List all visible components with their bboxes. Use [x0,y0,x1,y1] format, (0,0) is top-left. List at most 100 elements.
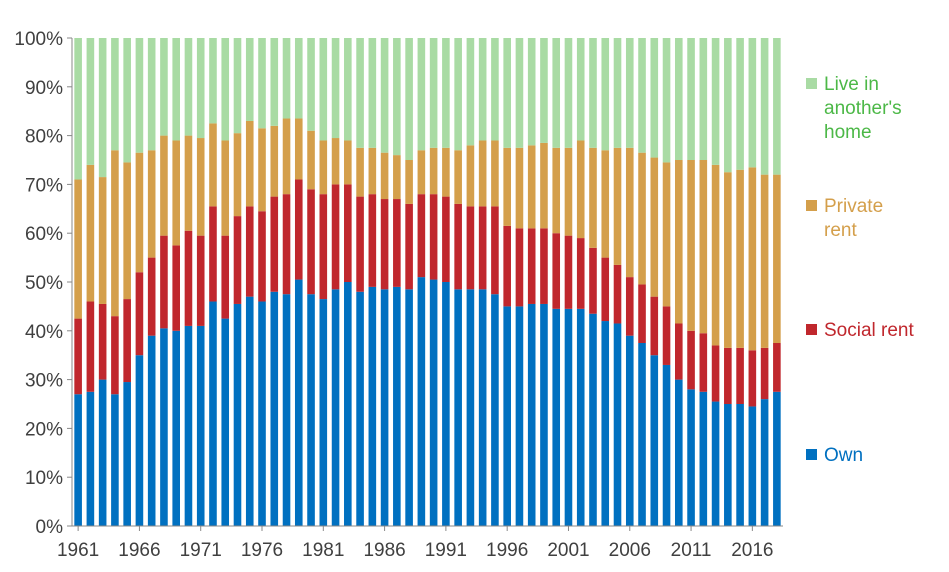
bar-segment-private-rent-2000 [552,147,561,234]
bar-segment-own-1999 [540,303,548,526]
bar-segment-live-in-another-s-home-1974 [233,38,242,134]
x-tick-label: 2011 [671,540,712,561]
y-tick-label: 30% [25,371,63,392]
bar-segment-own-1980 [307,294,315,526]
x-axis: 1961 1966 1971 1976 1981 1986 1991 1996 2001 2006… [57,525,783,561]
bar-segment-private-rent-1963 [98,177,107,304]
bar-segment-live-in-another-s-home-1970 [184,38,193,136]
bar-segment-live-in-another-s-home-2010 [675,38,683,160]
bar-segment-social-rent-1969 [172,245,180,331]
bar-segment-social-rent-2010 [675,323,683,380]
bar-segment-own-1995 [491,294,499,526]
bar-segment-live-in-another-s-home-1978 [282,38,291,119]
bar-segment-own-1992 [454,289,462,526]
bar-segment-own-1968 [160,328,168,526]
bar-segment-live-in-another-s-home-1992 [454,38,462,151]
bar-segment-private-rent-1988 [405,160,413,204]
bar-segment-social-rent-1989 [417,194,426,278]
bar-segment-own-2013 [711,401,720,526]
bar-segment-live-in-another-s-home-2002 [576,38,585,141]
bar-segment-private-rent-1996 [503,147,511,226]
bar-segment-private-rent-2013 [711,164,720,346]
bar-segment-social-rent-2009 [662,306,671,365]
bar-segment-live-in-another-s-home-2001 [564,38,573,148]
bar-segment-social-rent-2017 [760,347,769,400]
bar-segment-social-rent-1986 [380,199,389,290]
bar-segment-social-rent-1970 [184,230,193,326]
bar-segment-own-2017 [760,399,769,526]
bar-segment-live-in-another-s-home-1976 [258,38,266,129]
bar-segment-private-rent-1971 [196,138,205,236]
bar-segment-live-in-another-s-home-1997 [515,38,524,148]
y-tick-label: 50% [25,273,63,294]
legend-swatch-own [806,449,817,460]
bar-segment-own-2005 [613,323,622,526]
bar-segment-own-1982 [331,289,340,526]
bar-segment-private-rent-1982 [331,138,340,185]
bar-segment-live-in-another-s-home-1975 [245,38,254,121]
bar-segment-live-in-another-s-home-2016 [748,38,757,168]
bar-segment-own-1972 [209,301,217,526]
bar-segment-private-rent-1964 [111,150,119,317]
bar-segment-social-rent-1985 [368,194,377,287]
legend-label-live-in-another-s-home: home [824,122,872,143]
bar-segment-own-1967 [147,335,156,526]
bar-segment-live-in-another-s-home-1991 [442,38,450,148]
bar-segment-live-in-another-s-home-1998 [527,38,536,146]
bar-segment-social-rent-1982 [331,184,340,290]
bar-segment-live-in-another-s-home-1985 [368,38,377,148]
legend-label-private-rent: Private [824,196,883,217]
bar-segment-social-rent-1977 [270,196,279,292]
bar-segment-private-rent-1993 [466,145,475,207]
bar-segment-live-in-another-s-home-2018 [773,38,781,175]
bar-segment-live-in-another-s-home-1993 [466,38,475,146]
bar-segment-private-rent-2015 [736,169,744,348]
bar-segment-social-rent-1978 [282,194,291,295]
x-tick-label: 2016 [731,540,773,561]
bar-segment-private-rent-2010 [675,160,683,324]
y-tick-label: 60% [25,224,63,245]
bar-segment-live-in-another-s-home-2011 [687,38,695,160]
bar-segment-own-2008 [650,355,659,526]
bar-segment-private-rent-1981 [319,140,328,195]
bar-segment-live-in-another-s-home-1973 [221,38,230,141]
bar-segment-own-1987 [393,286,401,526]
bar-segment-social-rent-2002 [576,238,585,309]
bar-segment-own-1997 [515,306,524,526]
bar-segment-social-rent-1983 [344,184,352,282]
bar-segment-social-rent-1999 [540,228,548,304]
bar-segment-social-rent-1968 [160,235,168,329]
bar-segment-live-in-another-s-home-1988 [405,38,413,160]
bar-segment-live-in-another-s-home-1999 [540,38,548,143]
bar-segment-live-in-another-s-home-1990 [429,38,438,148]
bar-segment-private-rent-1984 [356,147,364,197]
bar-segment-own-1969 [172,330,180,526]
bar-segment-own-2002 [576,308,585,526]
bar-segment-own-1975 [245,296,254,526]
bar-segment-private-rent-1991 [442,147,450,197]
bar-segment-private-rent-1983 [344,140,352,185]
bar-segment-social-rent-2011 [687,330,695,390]
bar-segment-social-rent-2012 [699,333,708,392]
bar-segment-social-rent-2014 [724,347,732,404]
bar-segment-social-rent-1967 [147,257,156,336]
bar-segment-social-rent-1994 [478,206,487,290]
bar-segment-private-rent-2007 [638,152,646,285]
bar-segment-live-in-another-s-home-1971 [196,38,205,139]
bar-segment-live-in-another-s-home-2008 [650,38,659,158]
bar-segment-private-rent-1999 [540,142,548,229]
bar-segment-own-2009 [662,364,671,526]
bar-segment-private-rent-1989 [417,150,426,195]
bar-segment-social-rent-2000 [552,233,561,309]
bar-segment-private-rent-1961 [74,179,82,319]
bar-segment-own-1993 [466,289,475,526]
bar-segment-social-rent-1997 [515,228,524,307]
bar-segment-private-rent-1980 [307,130,315,190]
bar-segment-live-in-another-s-home-2006 [625,38,634,148]
bar-segment-own-1971 [196,325,205,526]
bar-segment-own-2000 [552,308,561,526]
bar-segment-social-rent-1988 [405,203,413,290]
bar-segment-private-rent-1977 [270,125,279,197]
bar-segment-live-in-another-s-home-1965 [123,38,131,163]
